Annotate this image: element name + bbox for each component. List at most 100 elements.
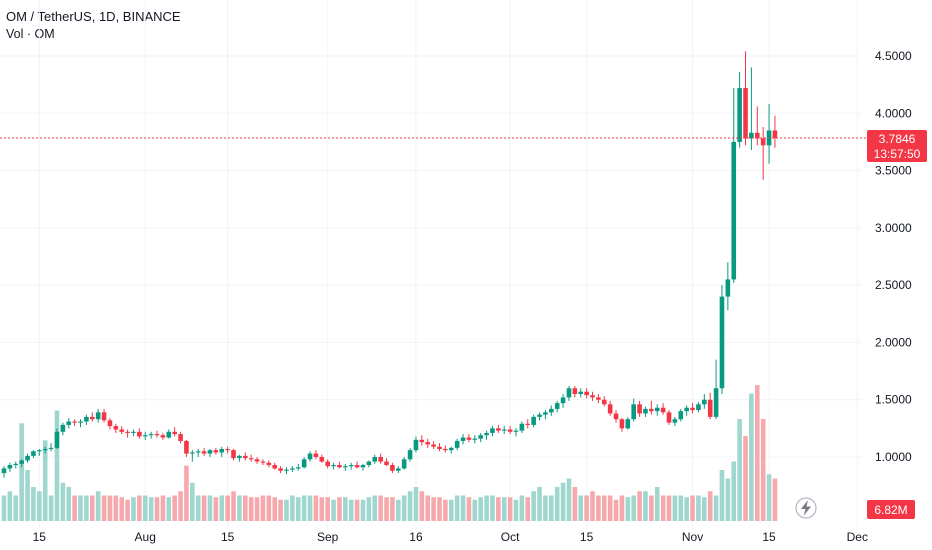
candle xyxy=(131,429,136,437)
candle xyxy=(360,463,366,471)
volume-bar xyxy=(543,495,548,521)
volume-bar xyxy=(625,497,631,521)
price-axis[interactable]: 4.5000 4.0000 3.5000 3.0000 2.5000 2.0000 1.50… xyxy=(875,49,912,464)
candle xyxy=(119,426,124,435)
volume-bar xyxy=(690,495,695,521)
candle xyxy=(478,432,483,443)
candle-body xyxy=(148,434,154,436)
candle xyxy=(48,443,54,452)
volume-bar xyxy=(154,497,160,521)
volume-bar xyxy=(19,423,24,521)
candle-body xyxy=(531,416,536,425)
volume-bar xyxy=(384,497,389,521)
candle xyxy=(513,428,519,437)
volume-bar xyxy=(142,495,148,521)
candle xyxy=(496,424,501,433)
candle-body xyxy=(113,426,119,430)
candle-body xyxy=(119,429,124,432)
volume-bar xyxy=(137,495,142,521)
candle xyxy=(625,416,631,430)
volume-bar xyxy=(278,499,283,521)
volume-bar xyxy=(107,495,113,521)
candle xyxy=(54,428,60,449)
candle xyxy=(549,405,554,416)
candle-body xyxy=(48,447,54,449)
volume-bar xyxy=(554,487,560,521)
volume-bar xyxy=(601,495,607,521)
volume-bar xyxy=(307,495,313,521)
volume-indicator-label: Vol · OM xyxy=(6,27,55,41)
volume-bar xyxy=(48,495,54,521)
candle-body xyxy=(631,404,636,420)
candle-body xyxy=(507,429,513,432)
volume-bar xyxy=(201,495,207,521)
candle xyxy=(743,51,748,146)
volume-bar xyxy=(519,495,525,521)
volume-bar xyxy=(31,487,36,521)
candle-body xyxy=(231,450,236,459)
candle-body xyxy=(437,446,442,449)
candle xyxy=(572,385,578,398)
candle-body xyxy=(225,448,230,451)
candle xyxy=(484,430,489,440)
volume-bar xyxy=(54,410,60,521)
candle xyxy=(419,435,425,446)
candle-body xyxy=(690,407,695,411)
price-axis-tick-label: 1.5000 xyxy=(875,393,912,407)
candle-body xyxy=(54,431,60,448)
candle-body xyxy=(619,419,625,429)
candle xyxy=(213,447,219,455)
volume-bar xyxy=(148,497,154,521)
candle xyxy=(395,466,401,474)
candle-body xyxy=(607,404,613,414)
volume-bar xyxy=(407,491,413,521)
candle-body xyxy=(696,404,701,411)
candle xyxy=(301,457,307,469)
volume-bar xyxy=(360,499,366,521)
candle-body xyxy=(707,399,713,417)
time-axis-tick-label: Oct xyxy=(501,530,520,544)
volume-bar xyxy=(437,497,442,521)
volume-bar xyxy=(343,497,348,521)
lightning-icon[interactable] xyxy=(795,497,817,519)
candle xyxy=(290,466,295,472)
volume-bar xyxy=(754,385,760,521)
candle-body xyxy=(372,457,378,462)
volume-bar xyxy=(472,499,478,521)
price-axis-tick-label: 4.5000 xyxy=(875,49,912,63)
candle-body xyxy=(348,465,354,467)
candle-body xyxy=(131,431,136,433)
candle-body xyxy=(190,452,195,454)
candle-body xyxy=(501,429,507,431)
time-axis-tick-label: 15 xyxy=(33,530,47,544)
candle xyxy=(619,418,625,432)
candle-body xyxy=(42,448,48,451)
volume-bar xyxy=(37,491,42,521)
candle-body xyxy=(448,447,454,451)
candle xyxy=(584,388,589,399)
candle-body xyxy=(496,428,501,431)
volume-bar xyxy=(478,497,483,521)
candle-body xyxy=(572,388,578,394)
candle-body xyxy=(272,465,278,469)
volume-bar xyxy=(60,482,66,521)
candle xyxy=(142,431,148,440)
volume-bar xyxy=(213,497,219,521)
volume-bar xyxy=(743,436,748,521)
candle-body xyxy=(643,408,648,414)
price-axis-tick-label: 2.0000 xyxy=(875,335,912,349)
volume-bar xyxy=(443,499,448,521)
time-axis[interactable]: 15 Aug 15 Sep 16 Oct 15 Nov 15 Dec xyxy=(33,530,868,544)
candle xyxy=(101,408,107,423)
volume-bar xyxy=(89,495,95,521)
candle-body xyxy=(401,459,407,469)
candle-body xyxy=(713,388,719,417)
volume-bar xyxy=(596,495,601,521)
candle xyxy=(719,285,725,394)
candle-body xyxy=(760,138,766,146)
candle xyxy=(166,429,172,439)
candle-body xyxy=(89,416,95,420)
candle xyxy=(160,432,166,440)
candle-body xyxy=(13,463,19,466)
